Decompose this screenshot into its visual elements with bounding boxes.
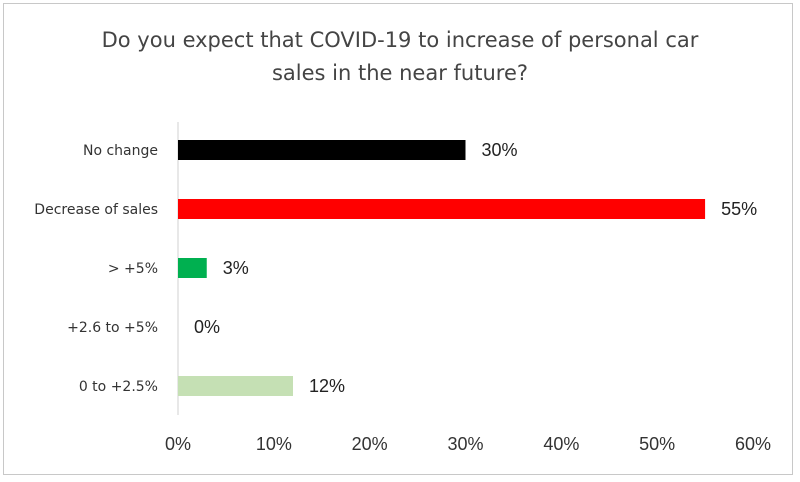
x-tick-label-5: 50%: [639, 434, 675, 454]
value-label-4: 12%: [309, 376, 345, 396]
bar-1: [178, 199, 706, 219]
bars-group: [178, 140, 706, 396]
x-tick-label-6: 60%: [735, 434, 771, 454]
value-label-0: 30%: [482, 140, 518, 160]
x-tick-label-4: 40%: [543, 434, 579, 454]
category-label-1: Decrease of sales: [34, 202, 158, 218]
bar-4: [178, 376, 293, 396]
category-label-4: 0 to +2.5%: [79, 379, 158, 395]
category-label-3: +2.6 to +5%: [67, 320, 158, 336]
chart-title-line-2: sales in the near future?: [271, 61, 529, 85]
chart-frame: [3, 3, 793, 475]
x-tick-label-2: 20%: [352, 434, 388, 454]
x-tick-label-0: 0%: [165, 434, 191, 454]
x-tick-label-1: 10%: [256, 434, 292, 454]
value-label-1: 55%: [721, 199, 757, 219]
chart-title: Do you expect that COVID-19 to increase …: [60, 24, 740, 90]
bar-2: [178, 258, 207, 278]
x-tick-labels-group: 0% 10% 20% 30% 40% 50% 60%: [165, 434, 771, 454]
x-tick-label-3: 30%: [447, 434, 483, 454]
value-label-2: 3%: [223, 258, 249, 278]
chart-title-line-1: Do you expect that COVID-19 to increase …: [101, 28, 699, 52]
category-label-0: No change: [83, 143, 158, 159]
category-label-2: > +5%: [108, 261, 158, 277]
value-label-3: 0%: [194, 317, 220, 337]
category-labels-group: No change Decrease of sales > +5% +2.6 to +…: [34, 143, 158, 395]
bar-0: [178, 140, 466, 160]
value-labels-group: 30% 55% 3% 0% 12%: [194, 140, 757, 396]
